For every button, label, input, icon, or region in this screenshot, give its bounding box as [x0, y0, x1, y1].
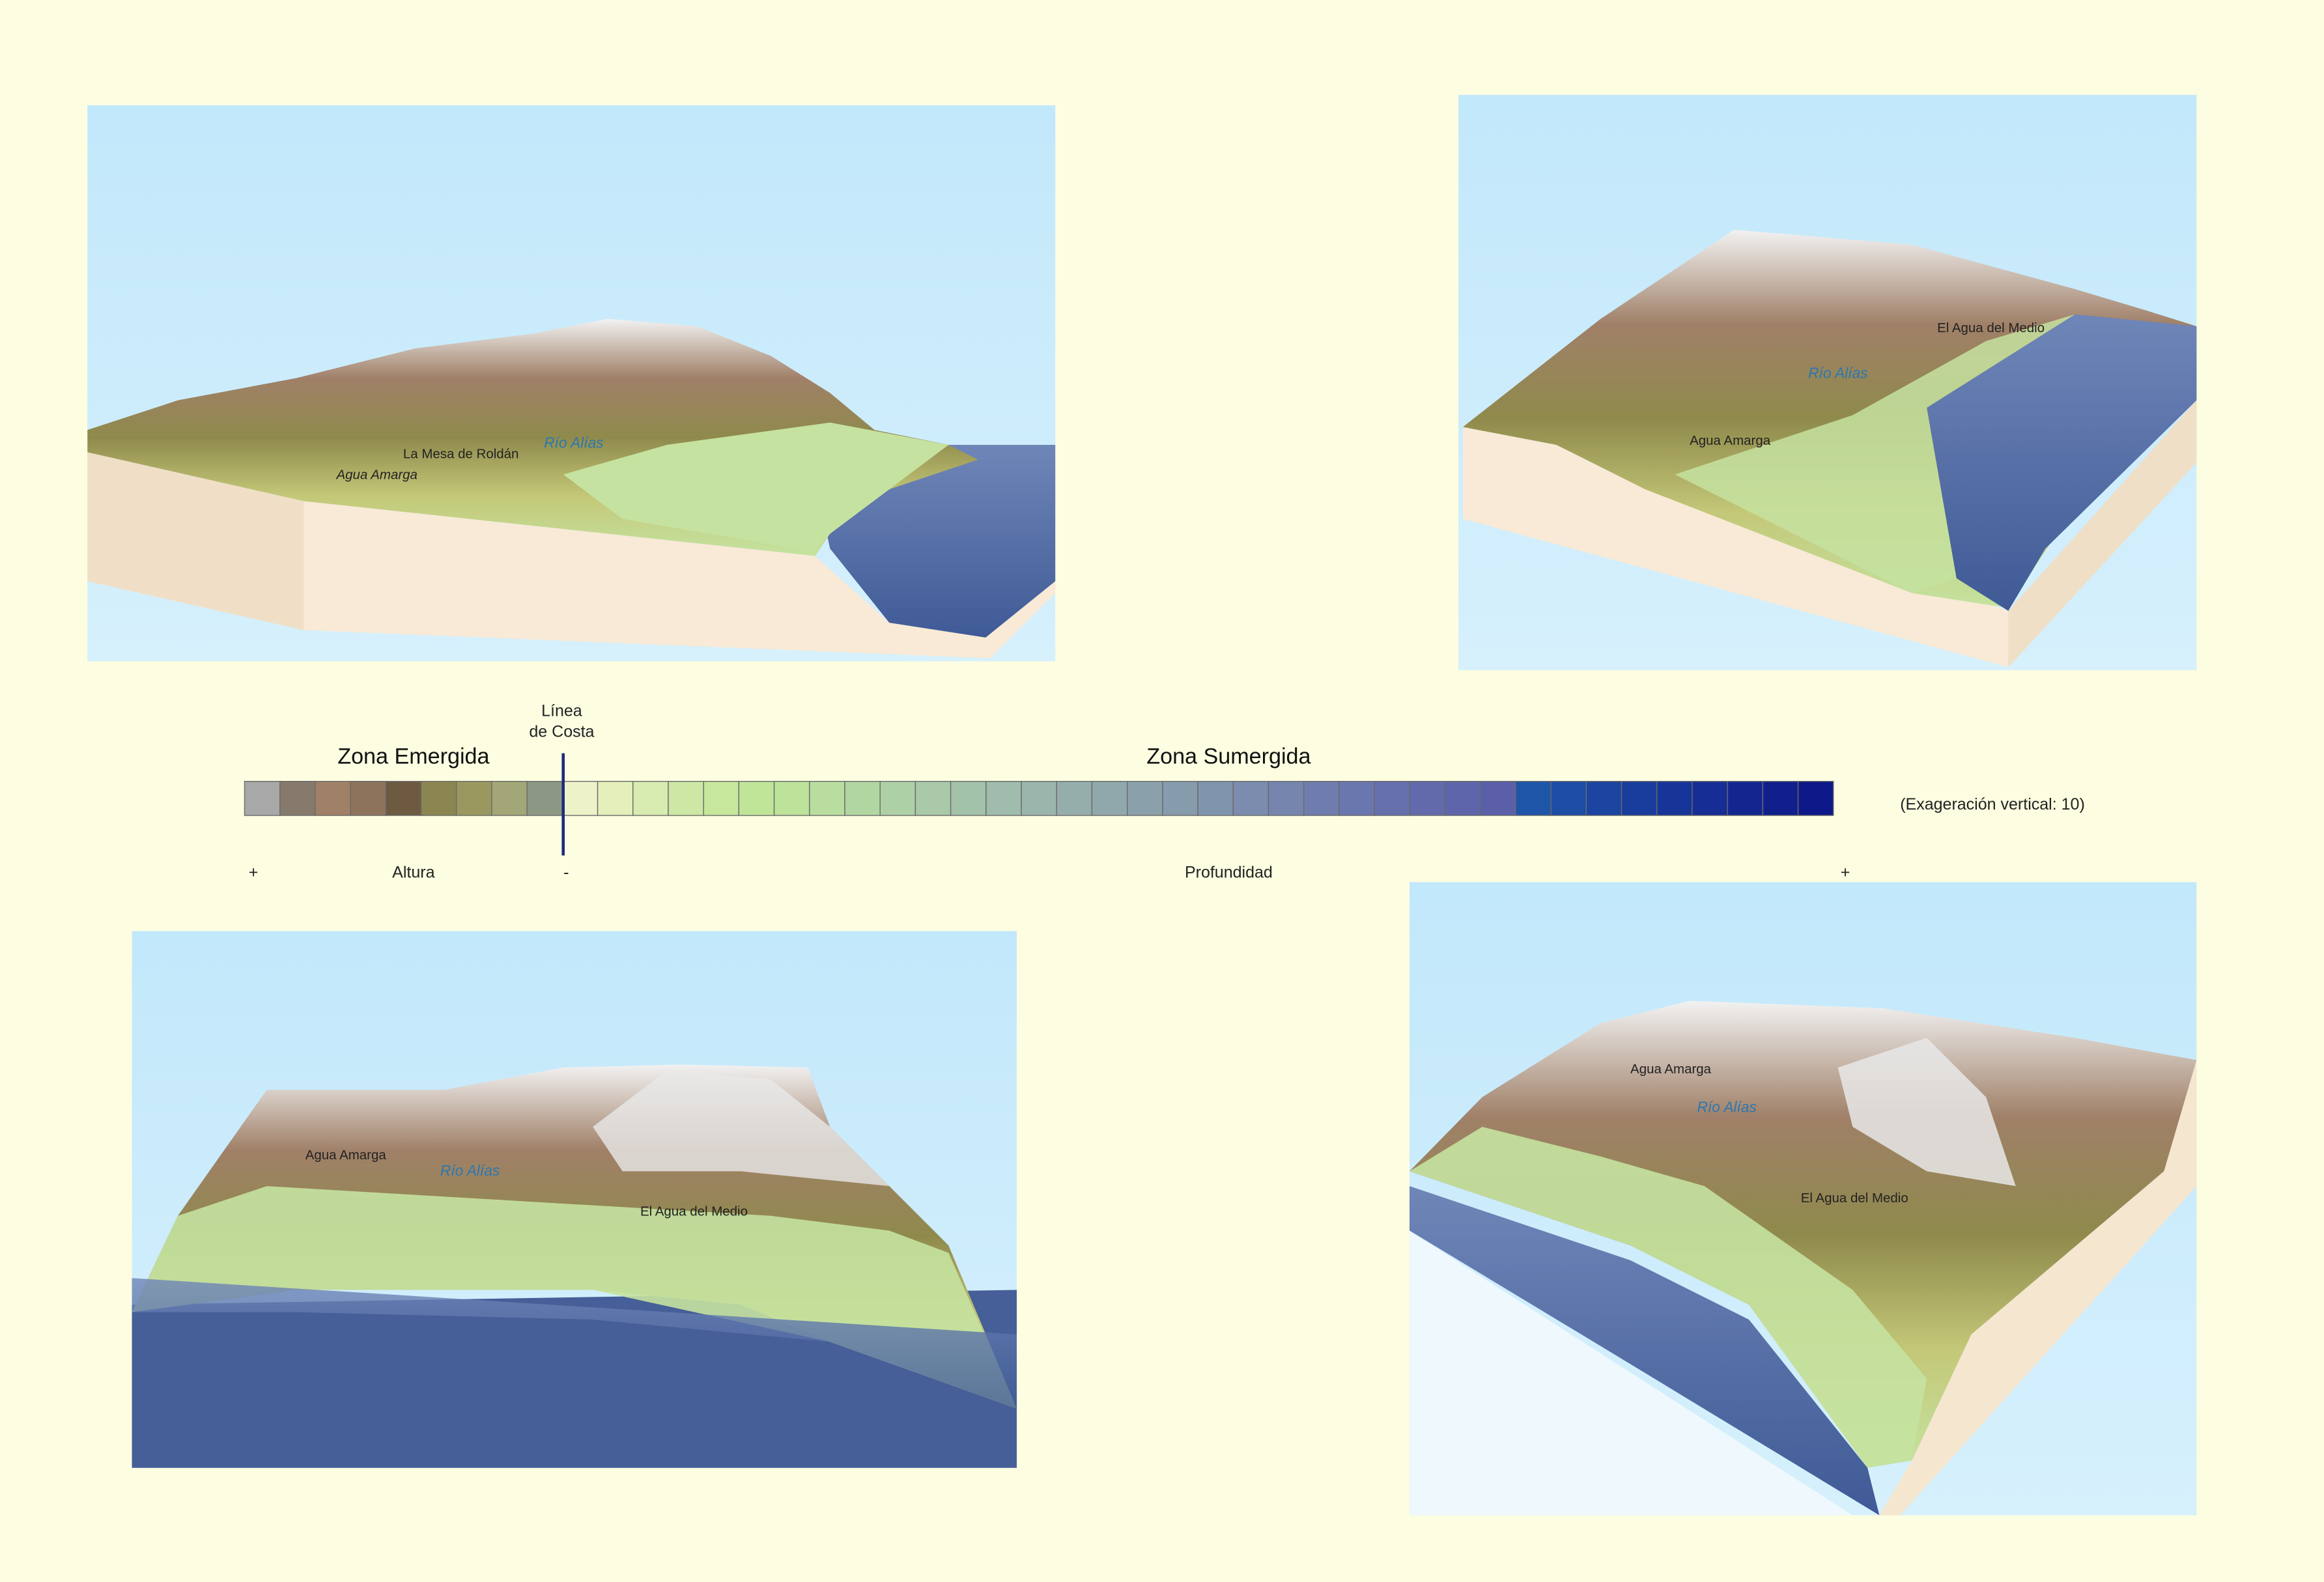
shelf	[132, 1186, 1017, 1409]
place-label: El Agua del Medio	[1937, 320, 2045, 335]
color-swatch	[1197, 781, 1234, 816]
color-swatch	[1762, 781, 1799, 816]
color-swatch	[1409, 781, 1446, 816]
color-swatch	[1444, 781, 1481, 816]
place-label: Agua Amarga	[1630, 1062, 1712, 1077]
block-side	[1462, 427, 2009, 668]
scale-sign: +	[1841, 864, 1850, 882]
color-swatch	[1268, 781, 1305, 816]
color-swatch	[526, 781, 563, 816]
color-swatch	[1339, 781, 1375, 816]
color-swatch	[1303, 781, 1340, 816]
color-swatch	[1374, 781, 1410, 816]
place-label: La Mesa de Roldán	[403, 446, 518, 461]
color-swatch	[773, 781, 810, 816]
color-swatch	[1480, 781, 1516, 816]
color-swatch	[879, 781, 916, 816]
block-diagram-1: La Mesa de Roldán Río Alías Agua Amarga	[87, 105, 1056, 662]
slope	[132, 1278, 1017, 1409]
color-swatch	[1021, 781, 1057, 816]
color-swatch	[420, 781, 457, 816]
river-label: Río Alías	[440, 1162, 500, 1179]
color-swatch	[1515, 781, 1552, 816]
color-swatch	[1621, 781, 1658, 816]
color-swatch	[950, 781, 987, 816]
color-swatch	[279, 781, 316, 816]
scale-label: Altura	[392, 864, 434, 882]
block-side	[2008, 400, 2197, 668]
scale-sign: -	[563, 864, 569, 882]
scale-label: Profundidad	[1185, 864, 1273, 882]
coast-label: Línea	[541, 702, 582, 720]
color-swatch	[597, 781, 634, 816]
place-label: El Agua del Medio	[1801, 1191, 1908, 1206]
color-swatch	[809, 781, 845, 816]
legend: Zona Emergida Zona Sumergida Línea de Co…	[244, 702, 2085, 882]
color-swatch	[738, 781, 775, 816]
block-diagram-4: Agua Amarga Río Alías El Agua del Medio	[1410, 882, 2197, 1516]
legend-title: Zona Emergida	[337, 744, 489, 769]
peak	[1837, 1038, 2016, 1187]
color-swatch	[985, 781, 1022, 816]
peak	[593, 1070, 890, 1187]
color-swatch	[1550, 781, 1587, 816]
shelf	[1410, 1127, 1927, 1468]
color-swatch	[385, 781, 422, 816]
color-swatch	[561, 781, 599, 816]
place-label: Agua Amarga	[335, 467, 418, 482]
color-swatch	[1091, 781, 1128, 816]
terrain	[1410, 1000, 2197, 1468]
coast-label: de Costa	[529, 722, 594, 741]
color-swatch	[1797, 781, 1834, 816]
river-label: Río Alías	[1697, 1098, 1756, 1115]
color-swatch	[1656, 781, 1693, 816]
block-side	[304, 501, 1056, 658]
legend-title: Zona Sumergida	[1146, 744, 1311, 769]
color-swatch	[668, 781, 704, 816]
color-swatch	[244, 781, 281, 816]
color-swatch	[1162, 781, 1198, 816]
block-side	[1879, 1060, 2197, 1516]
place-label: Agua Amarga	[305, 1148, 387, 1163]
place-label: El Agua del Medio	[640, 1204, 748, 1219]
color-swatch	[491, 781, 528, 816]
scale-sign: +	[249, 864, 259, 882]
sea	[1927, 314, 2197, 611]
color-swatch	[350, 781, 386, 816]
exaggeration-note: (Exageración vertical: 10)	[1900, 795, 2085, 813]
block-diagram-3: Agua Amarga Río Alías El Agua del Medio	[132, 931, 1017, 1468]
color-swatch	[844, 781, 881, 816]
color-swatch	[1585, 781, 1623, 816]
color-swatch	[1056, 781, 1093, 816]
place-label: Agua Amarga	[1690, 433, 1771, 448]
block-diagram-2: El Agua del Medio Río Alías Agua Amarga	[1458, 94, 2197, 670]
ground	[1410, 1230, 1853, 1516]
color-swatch	[1232, 781, 1269, 816]
color-swatch	[315, 781, 351, 816]
color-swatch	[456, 781, 492, 816]
color-swatch	[1692, 781, 1728, 816]
color-swatch	[632, 781, 669, 816]
river-label: Río Alías	[1808, 364, 1867, 381]
color-swatch	[1727, 781, 1764, 816]
block-side	[87, 452, 304, 630]
color-swatch	[703, 781, 740, 816]
shelf	[1675, 314, 2075, 593]
river-label: Río Alías	[544, 434, 603, 451]
sea	[1410, 1186, 1880, 1516]
shelf	[563, 422, 949, 552]
color-swatch	[914, 781, 952, 816]
color-swatch	[1126, 781, 1163, 816]
